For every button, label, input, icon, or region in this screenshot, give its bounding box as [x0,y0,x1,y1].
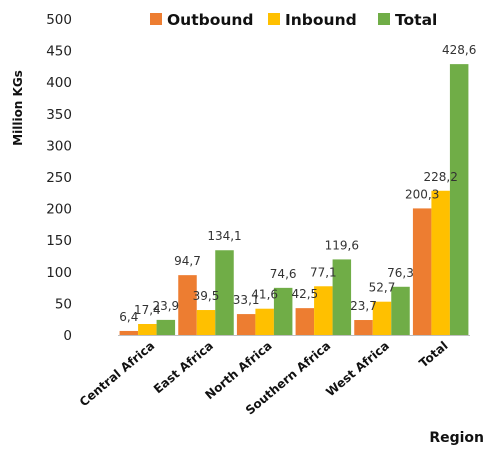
bar [138,324,157,335]
data-label: 428,6 [442,43,476,57]
legend-swatch [378,13,390,25]
data-label: 23,9 [152,299,179,313]
bar [449,64,469,335]
bar [295,308,315,335]
bars [119,64,469,335]
y-tick-label: 100 [46,265,72,281]
y-tick-label: 400 [46,75,72,91]
x-tick-label: Central Africa [77,339,157,410]
data-label: 33,1 [233,293,260,307]
data-label: 94,7 [174,254,201,268]
data-label: 23,7 [350,299,377,313]
bar [314,286,333,335]
data-label: 77,1 [310,265,337,279]
bar [431,190,450,335]
y-tick-label: 200 [46,202,72,218]
legend-swatch [268,13,280,25]
data-label: 39,5 [193,289,220,303]
x-tick-label: West Africa [323,339,392,400]
bar [332,259,352,335]
legend-label: Total [395,11,437,29]
data-label: 6,4 [119,310,138,324]
x-axis-title: Region [429,430,484,446]
bar [255,308,274,335]
data-label: 134,1 [207,229,241,243]
bar [178,275,197,335]
data-label: 41,6 [251,288,278,302]
bar [372,301,392,335]
legend-label: Outbound [167,11,254,29]
y-tick-label: 50 [55,296,72,312]
bar [196,310,216,335]
bar [354,320,373,335]
bar [412,208,432,335]
bar [119,330,139,335]
data-label: 17,4 [134,303,161,317]
data-label: 200,3 [405,187,439,201]
legend-swatch [150,13,162,25]
bar [391,286,410,335]
data-label: 74,6 [270,267,297,281]
y-tick-label: 450 [46,44,72,60]
legend-label: Inbound [285,11,357,29]
data-label: 52,7 [369,281,396,295]
bar [156,319,176,335]
data-label: 42,5 [291,287,318,301]
y-axis-title: Million KGs [11,70,25,146]
bar [273,287,293,335]
bar [215,250,234,335]
y-tick-label: 350 [46,107,72,123]
y-tick-label: 300 [46,138,72,154]
y-tick-label: 150 [46,233,72,249]
data-label: 76,3 [387,266,414,280]
y-tick-label: 500 [46,12,72,28]
y-tick-label: 250 [46,170,72,186]
y-tick-label: 0 [63,328,72,344]
x-tick-label: Total [416,339,450,371]
data-label: 119,6 [325,238,359,252]
legend: Outbound Inbound Total [150,11,437,29]
y-axis: 0 50 100 150 200 250 300 350 400 450 500 [46,12,72,344]
data-labels: 6,4 94,7 33,1 42,5 23,7 200,3 17,4 39,5 41,6 77,1… [119,43,476,324]
data-label: 228,2 [423,170,457,184]
bar [236,314,256,335]
